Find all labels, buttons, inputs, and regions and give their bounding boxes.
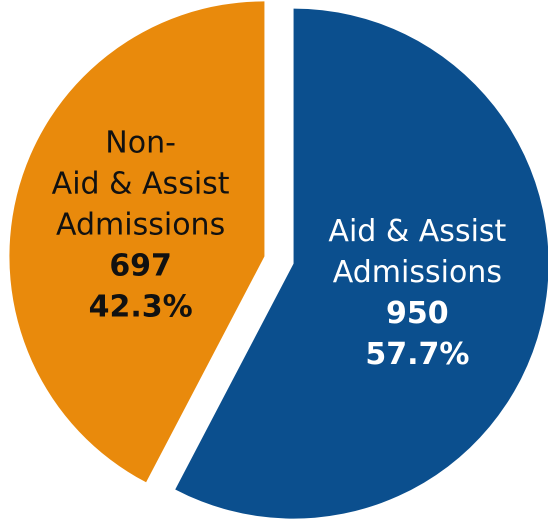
slice-percent: 42.3% — [89, 289, 193, 324]
slice-label: Admissions — [333, 255, 502, 290]
slice-percent: 57.7% — [365, 337, 469, 372]
pie-slice — [175, 8, 548, 519]
slice-label: Aid & Assist — [328, 214, 506, 249]
slice-label: Non- — [105, 125, 176, 160]
slice-value: 697 — [109, 248, 172, 283]
slice-label: Admissions — [56, 207, 225, 242]
slice-value: 950 — [386, 296, 449, 331]
slice-label: Aid & Assist — [52, 166, 230, 201]
pie-slice — [9, 1, 265, 483]
